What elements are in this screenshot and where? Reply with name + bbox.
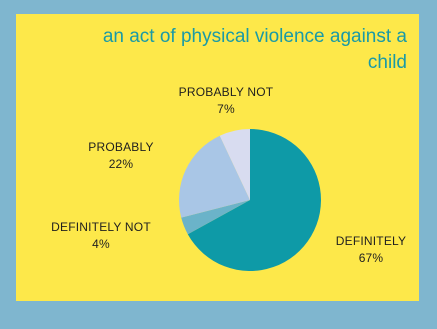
label-definitely-value: 67% bbox=[358, 251, 384, 265]
label-definitely-not-name: DEFINITELY NOT bbox=[51, 220, 151, 234]
pie-slice-definitely-not bbox=[181, 200, 250, 235]
label-definitely-not: DEFINITELY NOT 4% bbox=[31, 219, 171, 253]
pie-slice-definitely bbox=[187, 129, 321, 272]
chart-card: an act of physical violence against a ch… bbox=[16, 14, 419, 301]
pie-slice-probably-not bbox=[219, 129, 250, 200]
label-definitely-name: DEFINITELY bbox=[335, 234, 407, 248]
label-probably-not-name: PROBABLY NOT bbox=[178, 85, 274, 99]
pie-slice-probably bbox=[179, 135, 250, 218]
pie-chart bbox=[179, 129, 321, 272]
label-probably: PROBABLY 22% bbox=[71, 139, 171, 173]
label-probably-value: 22% bbox=[108, 157, 134, 171]
label-definitely-not-value: 4% bbox=[92, 237, 110, 251]
chart-title: an act of physical violence against a ch… bbox=[102, 26, 407, 73]
label-probably-name: PROBABLY bbox=[88, 140, 154, 154]
label-probably-not: PROBABLY NOT 7% bbox=[166, 84, 286, 118]
label-definitely: DEFINITELY 67% bbox=[316, 233, 426, 267]
label-probably-not-value: 7% bbox=[217, 102, 235, 116]
